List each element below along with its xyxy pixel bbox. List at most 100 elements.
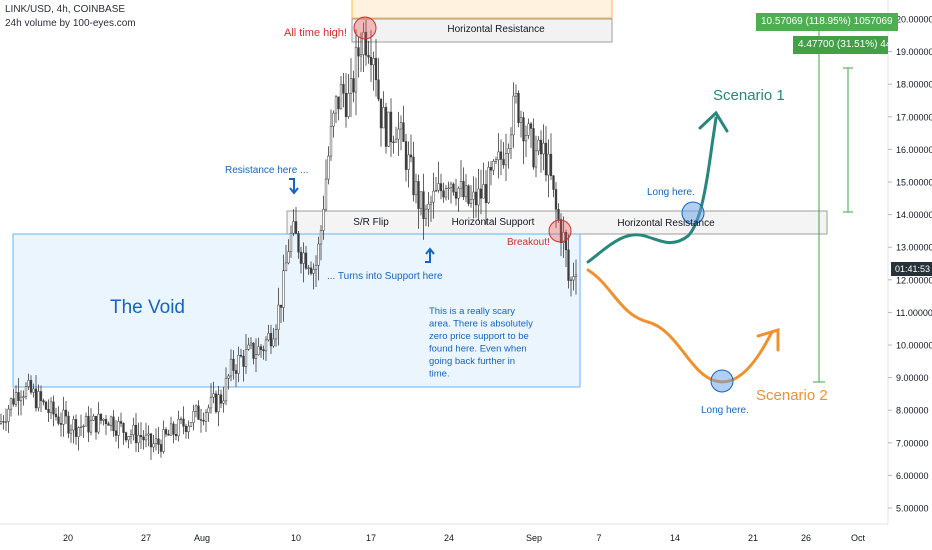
candle-body [54, 413, 58, 418]
candle-body [509, 134, 513, 149]
candle-body [329, 126, 333, 157]
candle-body [197, 405, 200, 420]
candle-body [169, 423, 173, 436]
void-note: This is a really scary area. There is abs… [429, 306, 533, 380]
y-tick-label: 15.00000 [896, 178, 932, 188]
candle-body [167, 433, 170, 436]
candle-body [342, 84, 345, 94]
candle-body [354, 47, 358, 93]
candle-body [222, 400, 225, 404]
candle-body [189, 422, 193, 427]
candle-body [57, 416, 60, 424]
candle-body [537, 139, 540, 152]
candle-body [227, 375, 230, 379]
candle-body [377, 79, 380, 100]
candle-body [279, 304, 283, 308]
y-tick-label: 10.00000 [896, 341, 932, 351]
scenario-2-label: Scenario 2 [756, 387, 828, 404]
candle-body [134, 424, 138, 444]
candle-body [172, 423, 175, 435]
candle-body [472, 191, 475, 200]
candle-body [507, 148, 510, 154]
candle-body [412, 156, 415, 196]
the-void-zone [12, 233, 581, 388]
the-void-label: The Void [110, 297, 185, 318]
candle-body [229, 358, 233, 377]
candle-body [104, 418, 108, 425]
candle-body [224, 378, 228, 402]
y-tick-label: 7.00000 [896, 438, 929, 448]
long-here-circle-1 [681, 201, 705, 225]
y-axis: 5.00000 6.00000 7.00000 8.00000 9.00000 10.00… [888, 15, 932, 514]
candle-body [277, 304, 280, 330]
candle-body [434, 189, 438, 192]
candle-body [574, 274, 578, 277]
ath-zone [351, 0, 613, 19]
candle-body [249, 342, 253, 346]
candle-body [477, 188, 480, 206]
measure-label-1: 10.57069 (118.95%) 1057069 [756, 13, 898, 31]
candle-body [67, 415, 70, 434]
ath-circle-marker [353, 16, 377, 40]
breakout-label: Breakout! [507, 237, 550, 248]
candle-body [339, 84, 343, 110]
candle-body [519, 117, 523, 123]
candle-body [217, 394, 220, 412]
candle-body [327, 155, 330, 180]
candle-body [179, 418, 183, 421]
candle-body [12, 398, 15, 405]
candle-body [284, 262, 288, 272]
candle-body [469, 199, 473, 204]
candle-body [499, 151, 503, 160]
candle-body [299, 251, 303, 264]
candle-body [529, 123, 533, 129]
candle-body [97, 413, 100, 433]
candle-body [214, 393, 218, 412]
candle-body [37, 391, 40, 409]
candle-body [367, 54, 370, 58]
x-tick-label: 26 [801, 533, 811, 543]
void-note-line: This is a really scary [429, 306, 515, 317]
candle-body [152, 443, 155, 448]
candle-body [314, 265, 318, 270]
candle-body [409, 154, 413, 158]
long-here-label-1: Long here. [647, 187, 695, 198]
candle-body [177, 418, 180, 437]
candle-body [292, 221, 295, 234]
candle-body [382, 107, 385, 129]
candle-body [432, 190, 435, 203]
candle-body [132, 424, 135, 435]
candle-body [474, 191, 478, 206]
candle-body [129, 434, 133, 437]
candle-body [82, 425, 85, 428]
countdown-timer-label: 01:41:53 [891, 262, 932, 276]
y-tick-label: 6.00000 [896, 471, 929, 481]
candle-body [484, 184, 488, 203]
candle-body [459, 181, 463, 189]
candle-body [204, 412, 208, 422]
candle-body [254, 354, 258, 359]
candle-body [449, 183, 453, 189]
candle-body [444, 188, 448, 198]
candle-body [192, 411, 195, 423]
volume-indicator-label: 24h volume by 100-eyes.com [5, 18, 136, 29]
scenario-2-arrowhead [756, 327, 780, 352]
candle-body [164, 429, 168, 435]
candle-body [237, 354, 240, 374]
candle-body [107, 423, 110, 426]
candle-body [319, 230, 323, 245]
candle-body [64, 409, 68, 417]
candle-body [332, 112, 335, 127]
y-tick-label: 13.00000 [896, 243, 932, 253]
scenario-1-curve [586, 116, 718, 264]
candle-body [219, 394, 223, 404]
candle-body [267, 333, 270, 341]
candle-body [307, 267, 310, 269]
void-note-line: going back further in [429, 356, 515, 367]
candle-body [502, 159, 505, 166]
candle-body [182, 418, 185, 427]
candle-body [487, 167, 490, 203]
candle-body [302, 252, 305, 264]
candle-body [404, 141, 408, 170]
